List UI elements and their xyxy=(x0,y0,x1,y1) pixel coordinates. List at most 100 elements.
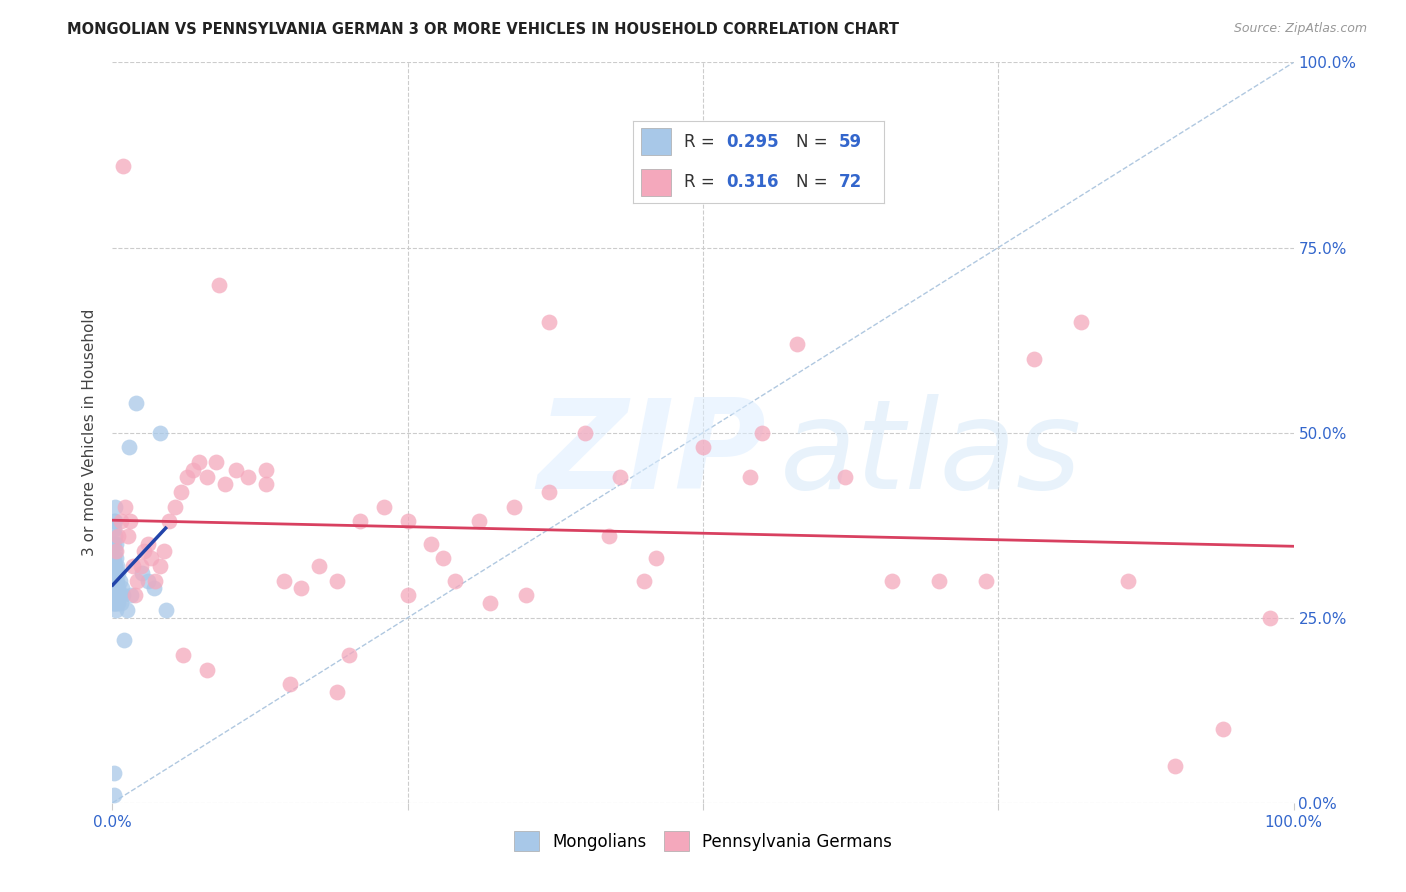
Point xyxy=(104,566,127,581)
Text: ZIP: ZIP xyxy=(537,394,766,516)
Point xyxy=(103,551,125,566)
Point xyxy=(308,558,330,573)
Point xyxy=(254,477,277,491)
Point xyxy=(214,477,236,491)
Point xyxy=(1022,351,1045,366)
Point xyxy=(644,551,666,566)
Point xyxy=(112,159,135,173)
Point xyxy=(105,589,128,603)
Point xyxy=(104,558,127,573)
Point xyxy=(290,581,312,595)
Point xyxy=(103,522,125,536)
Point xyxy=(633,574,655,588)
Point xyxy=(928,574,950,588)
Point xyxy=(121,558,143,573)
Point xyxy=(149,558,172,573)
Point xyxy=(136,574,159,588)
Point xyxy=(273,574,295,588)
Point xyxy=(127,574,149,588)
Text: MONGOLIAN VS PENNSYLVANIA GERMAN 3 OR MORE VEHICLES IN HOUSEHOLD CORRELATION CHA: MONGOLIAN VS PENNSYLVANIA GERMAN 3 OR MO… xyxy=(67,22,900,37)
Y-axis label: 3 or more Vehicles in Household: 3 or more Vehicles in Household xyxy=(82,309,97,557)
Point xyxy=(349,515,371,529)
Point xyxy=(170,484,193,499)
Point xyxy=(195,470,218,484)
Point xyxy=(104,558,127,573)
Point xyxy=(278,677,301,691)
Text: atlas: atlas xyxy=(780,394,1081,516)
Point xyxy=(103,789,125,803)
Point xyxy=(112,632,135,647)
Point xyxy=(143,574,166,588)
Point xyxy=(107,581,129,595)
Point xyxy=(467,515,489,529)
Point xyxy=(444,574,467,588)
Point xyxy=(103,596,125,610)
Point xyxy=(880,574,903,588)
Point xyxy=(134,544,156,558)
Point xyxy=(538,484,561,499)
Point xyxy=(503,500,526,514)
Point xyxy=(238,470,260,484)
Point xyxy=(142,581,165,595)
Point xyxy=(432,551,454,566)
Point xyxy=(107,558,129,573)
Text: 72: 72 xyxy=(839,173,862,191)
Point xyxy=(1164,758,1187,772)
Text: R =: R = xyxy=(683,173,720,191)
Point xyxy=(326,685,349,699)
Point xyxy=(1258,610,1281,624)
Point xyxy=(834,470,856,484)
Point xyxy=(515,589,537,603)
Point xyxy=(420,536,443,550)
Point xyxy=(574,425,596,440)
Point xyxy=(111,581,134,595)
Point xyxy=(103,766,125,780)
Point xyxy=(101,566,124,581)
Text: 59: 59 xyxy=(839,133,862,151)
Point xyxy=(225,462,247,476)
Point xyxy=(176,470,198,484)
Point xyxy=(208,277,231,292)
FancyBboxPatch shape xyxy=(641,169,671,195)
Text: 0.316: 0.316 xyxy=(725,173,779,191)
Point xyxy=(141,551,163,566)
Point xyxy=(120,589,142,603)
Point xyxy=(105,544,128,558)
Point xyxy=(125,396,148,410)
Point xyxy=(740,470,762,484)
Point xyxy=(538,314,561,328)
Point xyxy=(149,425,172,440)
Point xyxy=(172,648,194,662)
Point xyxy=(103,589,125,603)
Point xyxy=(104,500,127,514)
Point xyxy=(105,596,128,610)
Point xyxy=(103,536,125,550)
Point xyxy=(104,529,127,543)
Point xyxy=(101,551,124,566)
Point xyxy=(120,515,142,529)
Point xyxy=(195,663,218,677)
Point xyxy=(1116,574,1139,588)
Point xyxy=(105,551,128,566)
Point xyxy=(103,566,125,581)
Point xyxy=(165,500,187,514)
Text: R =: R = xyxy=(683,133,720,151)
Point xyxy=(105,574,128,588)
Point xyxy=(1070,314,1092,328)
Point xyxy=(373,500,395,514)
Text: N =: N = xyxy=(796,133,834,151)
Point xyxy=(124,589,146,603)
Point xyxy=(254,462,277,476)
Point xyxy=(396,515,419,529)
Point xyxy=(103,581,125,595)
FancyBboxPatch shape xyxy=(641,128,671,155)
Point xyxy=(181,462,204,476)
Point xyxy=(108,589,131,603)
Point xyxy=(104,544,127,558)
Point xyxy=(129,558,152,573)
Point xyxy=(104,581,127,595)
Point xyxy=(107,529,129,543)
Point xyxy=(108,574,131,588)
Point xyxy=(101,574,124,588)
Point xyxy=(110,596,132,610)
